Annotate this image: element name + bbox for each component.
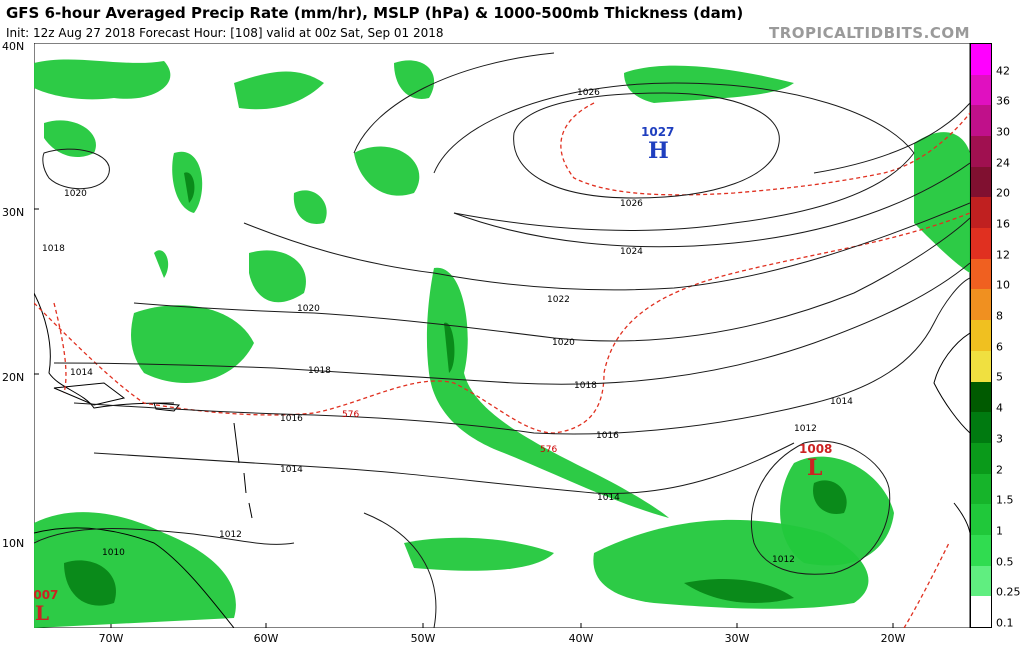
precip-field-heavy <box>64 172 847 606</box>
lon-label-30w: 30W <box>724 632 750 645</box>
legend-label: 30 <box>996 125 1010 139</box>
isobar-label: 1024 <box>620 247 643 257</box>
lat-label-40n: 40N <box>2 40 25 53</box>
legend-label: 16 <box>996 217 1010 231</box>
low-pressure-letter: L <box>35 601 49 625</box>
isobar-label: 1012 <box>772 555 795 565</box>
isobar-label-group: 1026 1026 1024 1022 1020 1020 1018 1018 … <box>42 88 853 565</box>
lon-label-40w: 40W <box>568 632 594 645</box>
precip-legend <box>970 43 992 628</box>
legend-label: 5 <box>996 370 1003 384</box>
legend-label: 42 <box>996 64 1010 78</box>
isobar-label: 1020 <box>552 338 575 348</box>
legend-swatch <box>971 504 991 536</box>
legend-label: 1.5 <box>996 493 1014 507</box>
legend-label: 1 <box>996 524 1003 538</box>
legend-label: 4 <box>996 401 1003 415</box>
precip-field <box>34 59 970 628</box>
isobar-label: 1010 <box>102 548 125 558</box>
legend-swatch <box>971 136 991 168</box>
isobar-label: 1018 <box>308 366 331 376</box>
isobar-label: 1022 <box>547 295 570 305</box>
legend-swatch <box>971 258 991 290</box>
low-pressure-center-east: 1008 L <box>799 442 832 481</box>
legend-swatch <box>971 442 991 475</box>
isobar-label: 1014 <box>597 493 620 503</box>
lat-label-30n: 30N <box>2 206 25 219</box>
thickness-lines <box>34 102 970 628</box>
isobar-label: 1012 <box>794 424 817 434</box>
legend-swatch <box>971 228 991 260</box>
lon-label-20w: 20W <box>880 632 906 645</box>
legend-swatch <box>971 565 991 597</box>
legend-label: 6 <box>996 340 1003 354</box>
legend-label: 2 <box>996 463 1003 476</box>
lon-label-50w: 50W <box>410 632 436 645</box>
isobar-label: 1018 <box>42 244 65 254</box>
high-pressure-letter: H <box>648 138 669 164</box>
legend-label: 8 <box>996 309 1003 323</box>
isobar-label: 1026 <box>620 199 643 209</box>
legend-swatch <box>971 289 991 321</box>
legend-swatch <box>971 74 991 106</box>
legend-label: 0.25 <box>996 585 1021 599</box>
legend-label: 0.5 <box>996 555 1014 569</box>
isobar-label: 1014 <box>280 465 303 475</box>
legend-swatch <box>971 320 991 352</box>
isobar-label: 1018 <box>574 381 597 391</box>
low-pressure-letter: L <box>807 455 822 481</box>
legend-label: 12 <box>996 248 1010 262</box>
legend-swatch <box>971 381 991 413</box>
lat-label-20n: 20N <box>2 371 25 384</box>
isobar-label: 1012 <box>219 530 242 540</box>
lon-label-60w: 60W <box>253 632 279 645</box>
map-title: GFS 6-hour Averaged Precip Rate (mm/hr),… <box>6 4 744 22</box>
legend-swatch <box>971 166 991 198</box>
map-subtitle: Init: 12z Aug 27 2018 Forecast Hour: [10… <box>6 26 444 40</box>
isobar-label: 1026 <box>577 88 600 98</box>
legend-swatch <box>971 473 991 505</box>
legend-swatch <box>971 44 991 76</box>
legend-label: 10 <box>996 278 1010 292</box>
legend-swatch <box>971 534 991 567</box>
legend-label: 20 <box>996 186 1010 200</box>
legend-label: 3 <box>996 432 1003 446</box>
weather-map: 1026 1026 1024 1022 1020 1020 1018 1018 … <box>34 43 970 628</box>
isobar-label: 1016 <box>280 414 303 424</box>
thickness-label: 576 <box>540 445 557 455</box>
low-pressure-center-west: 1007 L <box>34 588 58 625</box>
source-watermark: TROPICALTIDBITS.COM <box>769 24 970 42</box>
lat-label-10n: 10N <box>2 537 25 550</box>
lon-label-70w: 70W <box>98 632 124 645</box>
isobar-label: 1014 <box>830 397 853 407</box>
legend-swatch <box>971 350 991 382</box>
high-pressure-value: 1027 <box>641 125 674 139</box>
isobar-label: 1016 <box>596 431 619 441</box>
low-pressure-value: 1007 <box>34 588 58 602</box>
legend-swatch <box>971 105 991 137</box>
coastlines <box>34 292 970 628</box>
legend-label: 24 <box>996 156 1010 170</box>
legend-label: 0.1 <box>996 616 1014 630</box>
legend-label: 36 <box>996 94 1010 108</box>
isobar-label: 1020 <box>64 189 87 199</box>
isobar-label: 1014 <box>70 368 93 378</box>
legend-swatch <box>971 412 991 444</box>
thickness-label: 576 <box>342 410 359 420</box>
legend-swatch <box>971 596 991 628</box>
legend-swatch <box>971 197 991 229</box>
low-pressure-value: 1008 <box>799 442 832 456</box>
isobar-lines <box>34 52 970 628</box>
high-pressure-center: 1027 H <box>641 125 674 164</box>
isobar-label: 1020 <box>297 304 320 314</box>
